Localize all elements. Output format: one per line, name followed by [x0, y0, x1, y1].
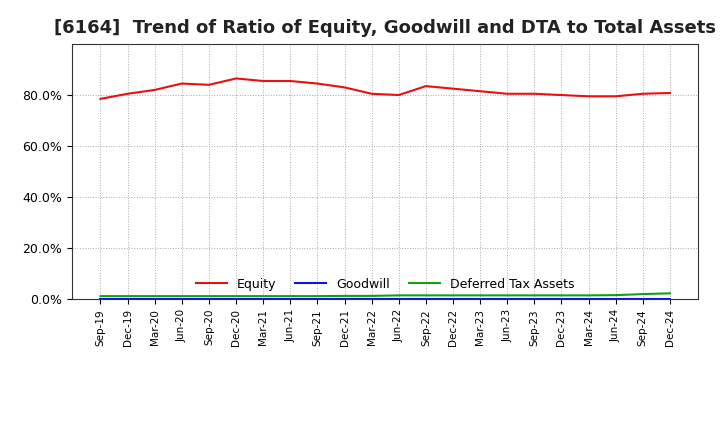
Deferred Tax Assets: [367, 293, 376, 298]
Goodwill: [584, 297, 593, 302]
Goodwill: [178, 297, 186, 302]
Line: Deferred Tax Assets: Deferred Tax Assets: [101, 293, 670, 296]
Equity: [123, 91, 132, 96]
Equity: [150, 87, 159, 92]
Goodwill: [611, 297, 620, 302]
Deferred Tax Assets: [557, 293, 566, 298]
Goodwill: [421, 297, 430, 302]
Deferred Tax Assets: [584, 293, 593, 298]
Equity: [313, 81, 322, 86]
Deferred Tax Assets: [259, 293, 268, 299]
Goodwill: [665, 297, 674, 302]
Goodwill: [476, 297, 485, 302]
Goodwill: [503, 297, 511, 302]
Deferred Tax Assets: [530, 293, 539, 298]
Deferred Tax Assets: [150, 293, 159, 299]
Equity: [449, 86, 457, 92]
Equity: [557, 92, 566, 98]
Goodwill: [341, 297, 349, 302]
Goodwill: [96, 297, 105, 302]
Goodwill: [395, 297, 403, 302]
Deferred Tax Assets: [395, 293, 403, 298]
Deferred Tax Assets: [503, 293, 511, 298]
Goodwill: [449, 297, 457, 302]
Equity: [476, 88, 485, 94]
Equity: [611, 94, 620, 99]
Equity: [232, 76, 240, 81]
Equity: [259, 78, 268, 84]
Equity: [367, 91, 376, 96]
Goodwill: [367, 297, 376, 302]
Equity: [341, 85, 349, 90]
Goodwill: [557, 297, 566, 302]
Goodwill: [123, 297, 132, 302]
Equity: [286, 78, 294, 84]
Goodwill: [232, 297, 240, 302]
Deferred Tax Assets: [313, 293, 322, 299]
Deferred Tax Assets: [123, 293, 132, 299]
Deferred Tax Assets: [204, 293, 213, 299]
Equity: [530, 91, 539, 96]
Deferred Tax Assets: [665, 291, 674, 296]
Deferred Tax Assets: [611, 293, 620, 298]
Goodwill: [313, 297, 322, 302]
Equity: [96, 96, 105, 102]
Equity: [395, 92, 403, 98]
Goodwill: [639, 297, 647, 302]
Equity: [178, 81, 186, 86]
Deferred Tax Assets: [639, 291, 647, 297]
Equity: [204, 82, 213, 88]
Deferred Tax Assets: [232, 293, 240, 299]
Title: [6164]  Trend of Ratio of Equity, Goodwill and DTA to Total Assets: [6164] Trend of Ratio of Equity, Goodwil…: [54, 19, 716, 37]
Deferred Tax Assets: [178, 293, 186, 299]
Deferred Tax Assets: [476, 293, 485, 298]
Goodwill: [530, 297, 539, 302]
Deferred Tax Assets: [286, 293, 294, 299]
Equity: [421, 84, 430, 89]
Equity: [503, 91, 511, 96]
Deferred Tax Assets: [96, 293, 105, 299]
Deferred Tax Assets: [341, 293, 349, 298]
Equity: [665, 90, 674, 95]
Goodwill: [150, 297, 159, 302]
Goodwill: [204, 297, 213, 302]
Line: Equity: Equity: [101, 78, 670, 99]
Legend: Equity, Goodwill, Deferred Tax Assets: Equity, Goodwill, Deferred Tax Assets: [191, 272, 580, 296]
Equity: [584, 94, 593, 99]
Deferred Tax Assets: [421, 293, 430, 298]
Goodwill: [259, 297, 268, 302]
Goodwill: [286, 297, 294, 302]
Equity: [639, 91, 647, 96]
Deferred Tax Assets: [449, 293, 457, 298]
